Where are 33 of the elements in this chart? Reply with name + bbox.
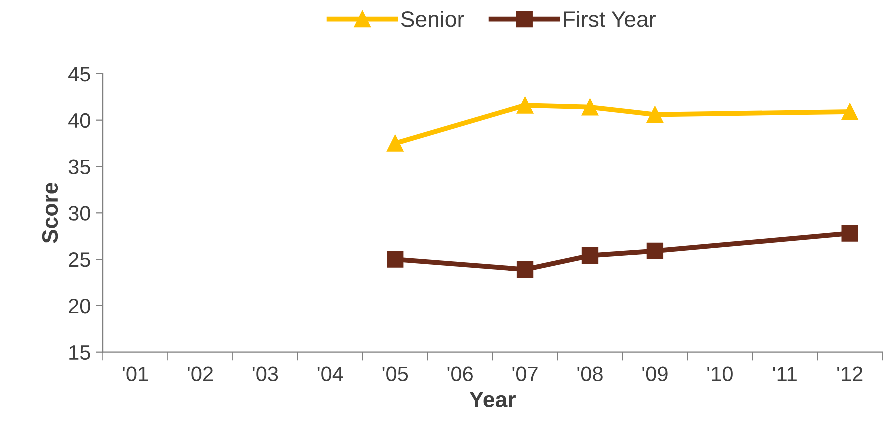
legend-label: Senior — [401, 10, 464, 28]
point — [646, 242, 664, 260]
x-tick-label: '12 — [838, 366, 863, 382]
y-tick-label: 40 — [68, 113, 90, 128]
point — [582, 248, 599, 264]
point — [582, 99, 599, 116]
point — [646, 106, 664, 124]
x-tick-label: '08 — [578, 366, 603, 382]
x-tick-label: '09 — [642, 366, 668, 382]
point — [842, 225, 858, 242]
point — [516, 261, 534, 278]
x-tick-label: '01 — [123, 366, 148, 382]
y-tick-label: 20 — [69, 298, 90, 314]
y-tick-label: 30 — [68, 206, 90, 221]
x-tick-label: '07 — [512, 366, 538, 382]
y-tick-label: 15 — [70, 346, 90, 360]
point — [387, 251, 404, 268]
y-tick-label: 45 — [68, 67, 90, 82]
x-tick-label: '06 — [448, 366, 473, 382]
point — [842, 104, 858, 120]
x-tick-label: '02 — [188, 366, 214, 382]
y-tick-label: 35 — [68, 160, 90, 175]
x-tick-label: '03 — [252, 366, 278, 382]
x-axis-title: Year — [470, 392, 516, 408]
x-tick-label: '04 — [318, 366, 344, 382]
x-tick-label: '11 — [773, 367, 797, 382]
legend-label: First Year — [564, 10, 656, 28]
y-axis-title: Score — [42, 183, 58, 244]
x-tick-label: '05 — [382, 366, 408, 382]
y-tick-label: 25 — [69, 252, 90, 268]
point — [387, 135, 404, 152]
x-tick-label: '10 — [708, 366, 733, 382]
point — [516, 97, 534, 114]
